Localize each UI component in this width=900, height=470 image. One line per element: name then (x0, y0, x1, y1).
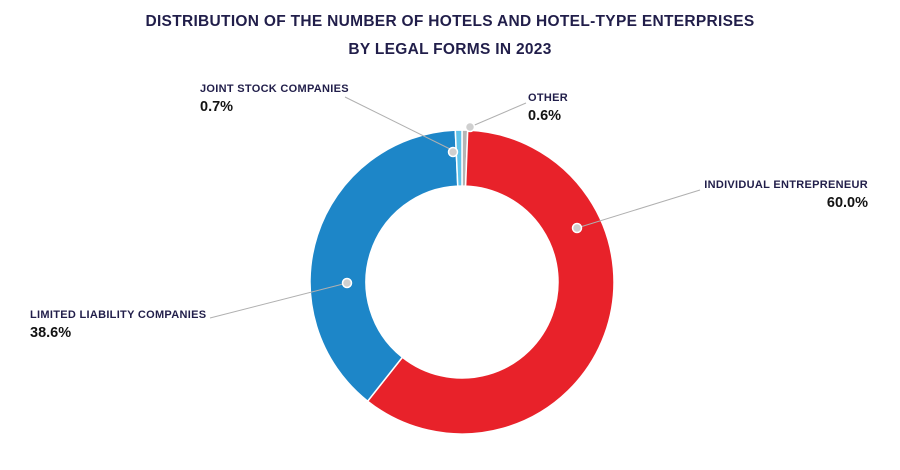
callout-label: OTHER (528, 92, 568, 104)
leader-marker-individual-entrepreneur (571, 222, 583, 234)
pie-slice-joint-stock-companies (454, 129, 463, 187)
callout-label: INDIVIDUAL ENTREPRENEUR (704, 179, 868, 191)
callout-joint-stock-companies: JOINT STOCK COMPANIES 0.7% (200, 82, 349, 117)
leader-marker-limited-liability-companies (341, 277, 353, 289)
pie-slice-limited-liability-companies (309, 129, 459, 403)
leader-marker-other (464, 121, 476, 133)
callout-value: 38.6% (30, 325, 72, 341)
chart-title-line2: BY LEGAL FORMS IN 2023 (348, 41, 552, 58)
callout-label: LIMITED LIABILITY COMPANIES (30, 309, 207, 321)
callout-value: 0.6% (528, 108, 562, 124)
callout-value: 60.0% (826, 195, 868, 211)
leader-line-joint-stock-companies (344, 96, 453, 151)
leader-line-limited-liability-companies (209, 282, 348, 319)
chart-title: DISTRIBUTION OF THE NUMBER OF HOTELS AND… (0, 8, 900, 64)
pie-slice-individual-entrepreneur (366, 129, 615, 435)
callout-label: JOINT STOCK COMPANIES (200, 83, 349, 95)
leader-line-other (469, 102, 527, 128)
callout-limited-liability-companies: LIMITED LIABILITY COMPANIES 38.6% (30, 308, 206, 343)
leader-line-individual-entrepreneur (576, 189, 701, 229)
leader-marker-joint-stock-companies (447, 146, 459, 158)
callout-individual-entrepreneur: INDIVIDUAL ENTREPRENEUR 60.0% (704, 178, 868, 213)
callout-other: OTHER 0.6% (528, 91, 568, 126)
callout-value: 0.7% (200, 99, 234, 115)
chart-title-line1: DISTRIBUTION OF THE NUMBER OF HOTELS AND… (145, 13, 755, 30)
